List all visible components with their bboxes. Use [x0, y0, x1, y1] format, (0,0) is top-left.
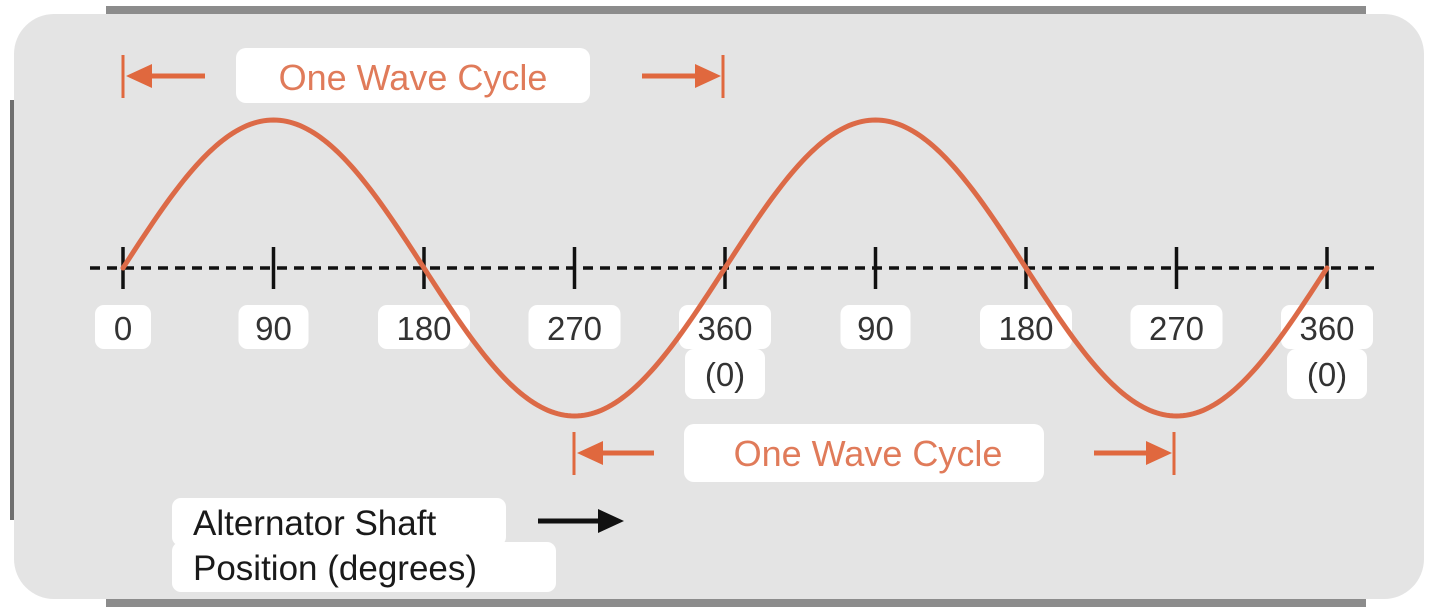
- tick-label-box: [1281, 305, 1373, 349]
- tick-label-box: [378, 305, 470, 349]
- tick-label-box: [980, 305, 1072, 349]
- bottom-cycle-label-box: [684, 424, 1044, 482]
- tick-sublabel-box: [685, 349, 765, 399]
- bottom-cycle-bracket: One Wave Cycle: [572, 424, 1176, 482]
- tick-sublabel-box: [1287, 349, 1367, 399]
- tick-labels: 0 90 180 270 360 (0) 90 180 270 360 (0): [95, 305, 1373, 399]
- tick-label: 90: [857, 310, 894, 347]
- tick-label-box: [95, 305, 151, 349]
- top-cycle-label: One Wave Cycle: [279, 57, 548, 98]
- tick-label-box: [528, 305, 621, 349]
- tick-label: 270: [547, 310, 602, 347]
- sine-wave: [120, 117, 1330, 419]
- top-cycle-bracket: One Wave Cycle: [121, 48, 725, 103]
- left-arrow-icon: [126, 64, 152, 88]
- axis-caption: Alternator Shaft Position (degrees): [172, 498, 624, 592]
- right-arrow-icon: [1146, 441, 1172, 465]
- black-right-arrow-icon: [598, 509, 624, 533]
- left-arrow-icon: [577, 441, 603, 465]
- tick-label: 270: [1149, 310, 1204, 347]
- tick-label: 0: [114, 310, 132, 347]
- caption-line2-box: [172, 542, 556, 592]
- tick-label: 90: [255, 310, 292, 347]
- top-cycle-label-box: [236, 48, 590, 103]
- tick-sublabel: (0): [705, 356, 745, 393]
- tick-label-box: [1130, 305, 1223, 349]
- tick-label-box: [679, 305, 771, 349]
- tick-label: 360: [697, 310, 752, 347]
- tick-label: 360: [1299, 310, 1354, 347]
- caption-line1: Alternator Shaft: [193, 504, 436, 543]
- caption-line2: Position (degrees): [193, 549, 477, 588]
- tick-label: 180: [396, 310, 451, 347]
- tick-label-box: [840, 305, 911, 349]
- bottom-cycle-label: One Wave Cycle: [734, 433, 1003, 474]
- tick-label: 180: [998, 310, 1053, 347]
- tick-label-box: [238, 305, 309, 349]
- right-arrow-icon: [695, 64, 721, 88]
- caption-line1-box: [172, 498, 506, 546]
- tick-sublabel: (0): [1307, 356, 1347, 393]
